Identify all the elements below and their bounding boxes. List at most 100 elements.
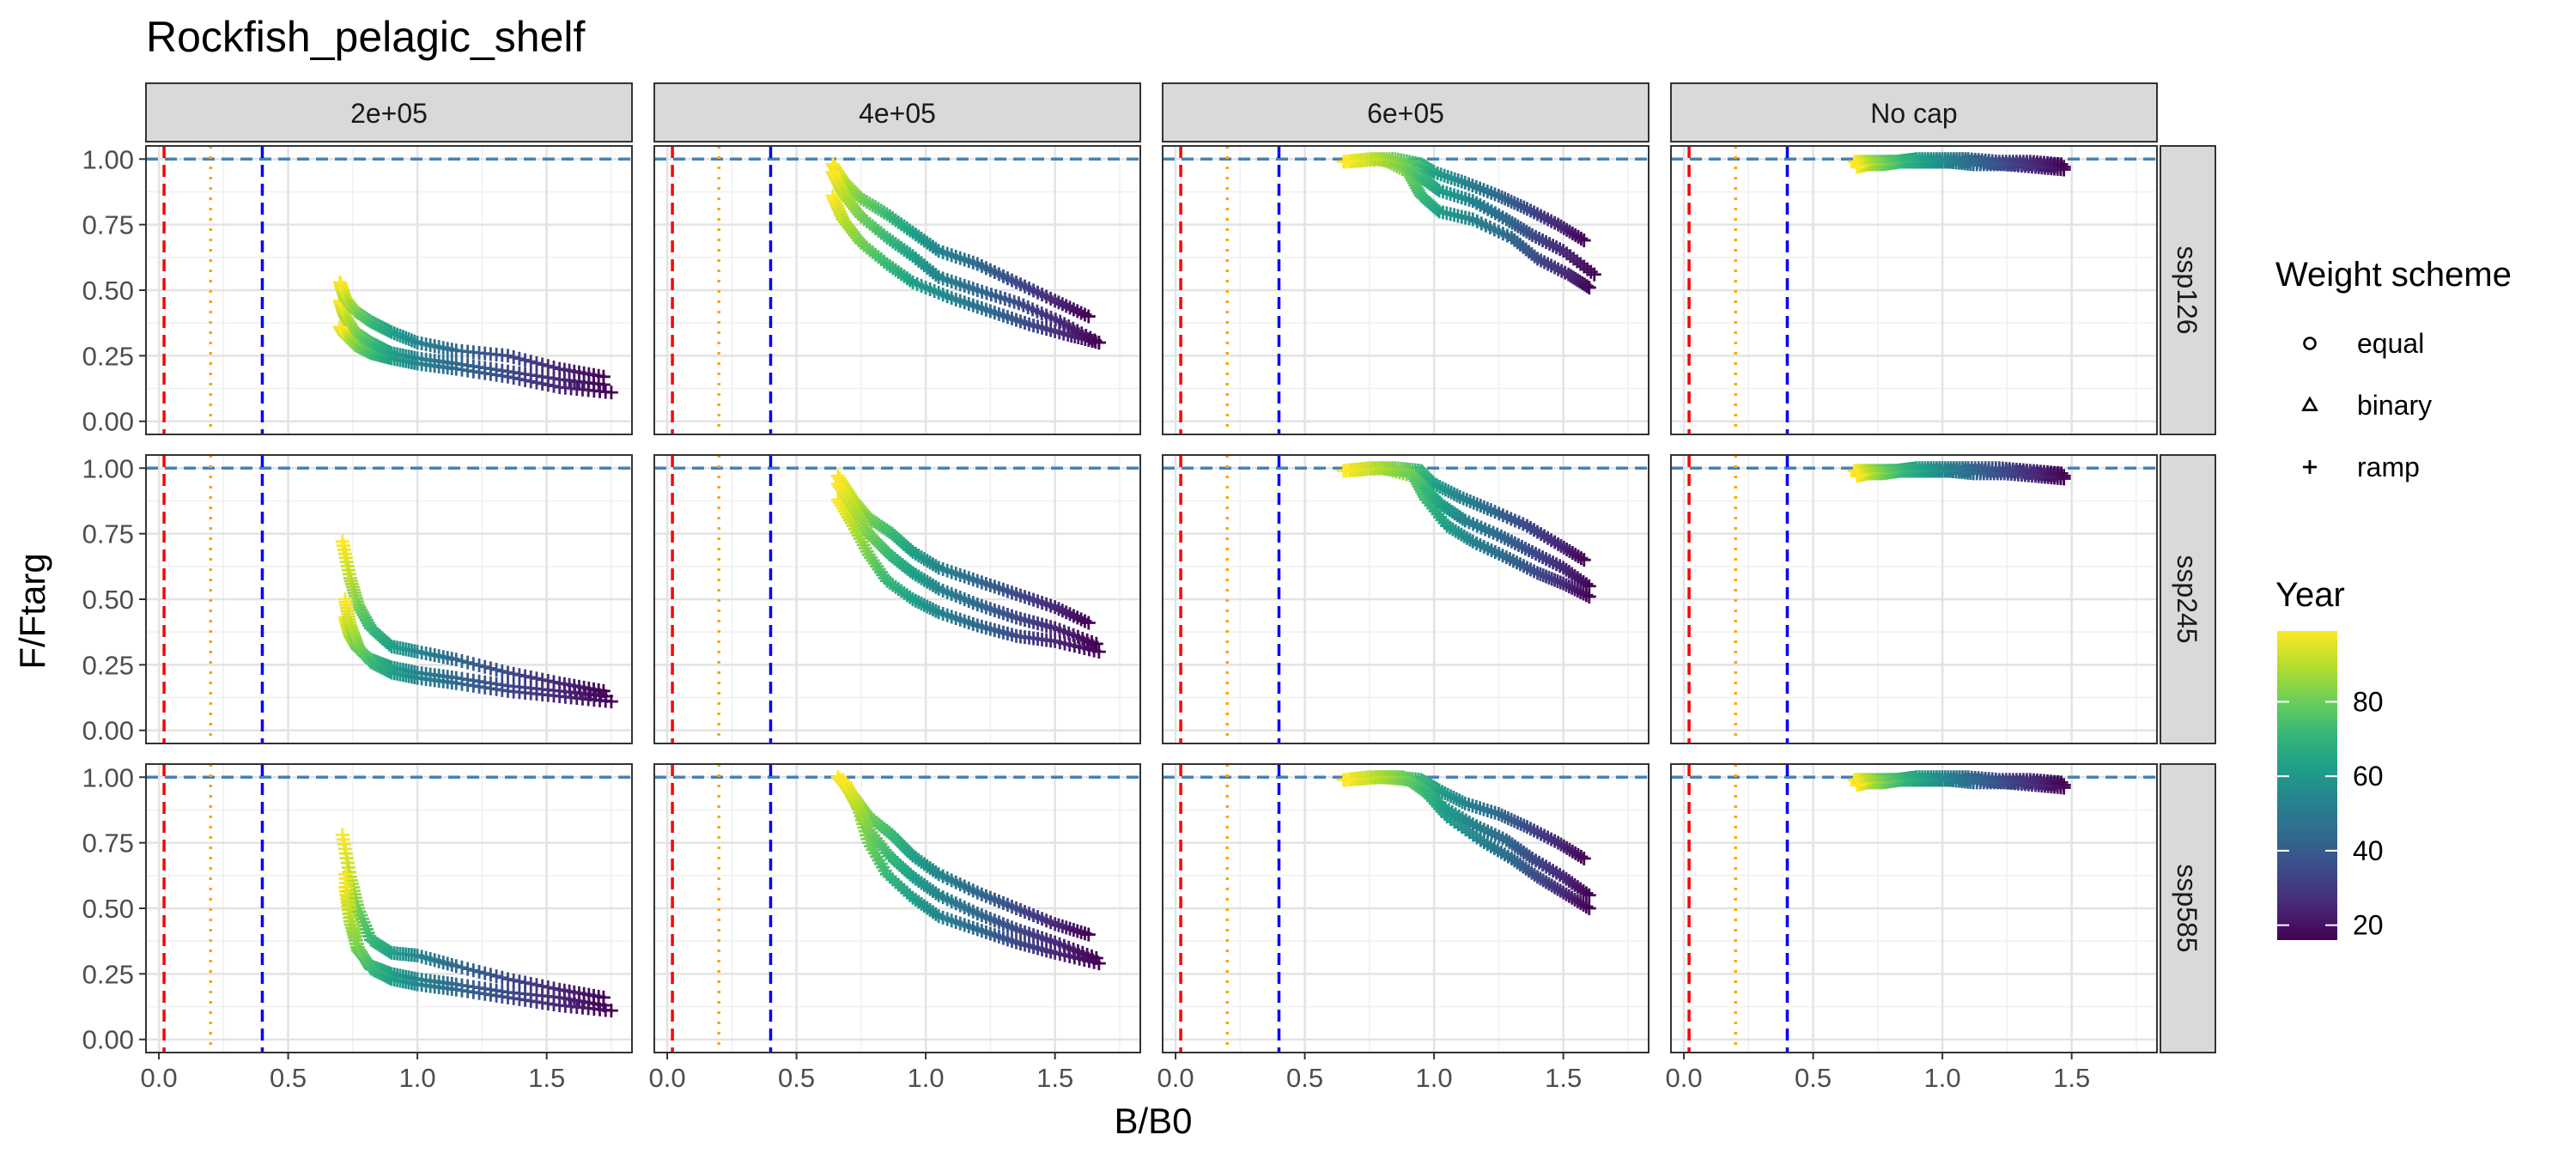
facet-strip-row [2160, 763, 2216, 1053]
reference-lines [1163, 455, 1649, 743]
y-axis-tick-label: 0.25 [82, 341, 134, 371]
legend-label-ramp: ramp [2357, 452, 2420, 482]
panel-border [1162, 454, 1649, 744]
gridlines [654, 764, 1140, 1053]
panel-6e+05-ssp585 [1162, 763, 1649, 1053]
x-axis-tick-label: 1.5 [528, 1063, 565, 1093]
data-point-ramp [859, 816, 873, 831]
reference-lines [654, 146, 1140, 434]
data-point-ramp [332, 319, 347, 334]
reference-lines [146, 764, 632, 1053]
y-axis-tick-label: 0.75 [82, 828, 134, 859]
panel-No cap-ssp585 [1670, 763, 2158, 1053]
data-point-binary [1501, 193, 1516, 208]
gridlines [1163, 455, 1649, 743]
year-legend: Year 20 40 60 80 [2275, 576, 2384, 941]
colorbar-tick-label: 40 [2353, 835, 2384, 866]
facet-strip-column [145, 82, 633, 143]
panel-border [1670, 454, 2158, 744]
data-points [1847, 152, 2071, 177]
x-axis-tick-label: 0.5 [270, 1063, 307, 1093]
x-axis-tick-label: 1.5 [1545, 1063, 1582, 1093]
panel-4e+05-ssp245 [653, 454, 1141, 744]
data-points [830, 469, 1106, 659]
data-point-ramp [1850, 469, 1864, 483]
data-point-binary [1495, 190, 1510, 204]
panel-4e+05-ssp585 [653, 763, 1141, 1053]
panel-6e+05-ssp245 [1162, 454, 1649, 744]
x-axis-tick-label: 1.5 [1036, 1063, 1073, 1093]
y-axis-tick-label: 0.50 [82, 585, 134, 615]
y-axis-tick-label: 0.75 [82, 519, 134, 549]
y-axis-tick-label: 1.00 [82, 144, 134, 174]
panel-No cap-ssp126 [1670, 145, 2158, 435]
weight-scheme-legend-title: Weight scheme [2275, 256, 2512, 294]
data-point-ramp [856, 810, 871, 825]
facet-strips: 2e+05 4e+05 6e+05 No cap ssp126 ssp245 ssp585 [145, 82, 2216, 1053]
chart-title: Rockfish_pelagic_shelf [146, 13, 586, 61]
data-points [1336, 152, 1601, 294]
panel-border [653, 763, 1141, 1053]
panel-border [1162, 763, 1649, 1053]
data-points [825, 157, 1106, 350]
data-point-binary [1510, 197, 1525, 212]
data-points [1847, 461, 2071, 486]
x-axis-tick-label: 0.5 [778, 1063, 815, 1093]
data-point-equal [825, 189, 840, 203]
year-legend-title: Year [2275, 576, 2345, 614]
panel-border [1162, 145, 1649, 435]
panel-border [653, 145, 1141, 435]
facet-strip-column-label: 6e+05 [1367, 98, 1444, 129]
x-axis-title: B/B0 [1114, 1101, 1192, 1141]
facet-strip-column-label: No cap [1870, 98, 1957, 129]
x-axis-tick-label: 0.5 [1795, 1063, 1832, 1093]
data-point-ramp [825, 165, 840, 179]
data-point-binary [1516, 200, 1531, 215]
reference-lines [654, 455, 1140, 743]
colorbar-tick-label: 60 [2353, 761, 2384, 792]
data-point-binary [335, 828, 349, 842]
reference-lines [1163, 764, 1649, 1053]
facet-strip-column [653, 82, 1141, 143]
x-axis-tick-label: 1.0 [1924, 1063, 1961, 1093]
facet-strip-row-label: ssp585 [2172, 864, 2202, 952]
legend-label-binary: binary [2357, 390, 2432, 421]
data-points [1847, 770, 2071, 795]
data-point-ramp [861, 822, 876, 837]
panel-2e+05-ssp126 [145, 145, 633, 435]
y-axis-tick-label: 0.25 [82, 650, 134, 680]
data-point-binary [1507, 814, 1522, 828]
data-point-binary [1520, 202, 1534, 216]
colorbar-tick-label: 80 [2353, 686, 2384, 717]
panel-border [653, 454, 1141, 744]
data-point-ramp [1850, 160, 1864, 174]
axes: 0.000.250.500.751.000.000.250.500.751.00… [82, 144, 2091, 1093]
data-point-equal [1507, 233, 1522, 247]
data-point-binary [1510, 816, 1525, 830]
legend-key-binary [2301, 396, 2318, 411]
legend-label-equal: equal [2357, 328, 2424, 359]
data-point-ramp [854, 808, 869, 822]
data-point-ramp [1339, 464, 1353, 478]
legend-key-ramp [2303, 460, 2317, 474]
data-point-binary [1516, 818, 1531, 833]
data-point-ramp [853, 805, 867, 819]
panel-4e+05-ssp126 [653, 145, 1141, 435]
facet-panels [145, 145, 2158, 1053]
data-points [1336, 461, 1596, 604]
facet-strip-row-label: ssp245 [2172, 555, 2202, 643]
facet-strip-column [1162, 82, 1649, 143]
data-point-ramp [860, 819, 875, 834]
y-axis-title: F/Ftarg [12, 553, 52, 669]
panel-2e+05-ssp245 [145, 454, 633, 744]
data-point-binary [1495, 808, 1510, 822]
facet-strip-row-label: ssp126 [2172, 246, 2202, 334]
data-point-binary [1504, 194, 1519, 209]
x-axis-tick-label: 1.0 [399, 1063, 436, 1093]
x-axis-tick-label: 1.0 [908, 1063, 945, 1093]
y-axis-tick-label: 0.50 [82, 894, 134, 924]
reference-lines [1671, 764, 2157, 1053]
panel-border [1670, 763, 2158, 1053]
x-axis-tick-label: 1.0 [1416, 1063, 1453, 1093]
facet-strip-column-label: 4e+05 [859, 98, 936, 129]
